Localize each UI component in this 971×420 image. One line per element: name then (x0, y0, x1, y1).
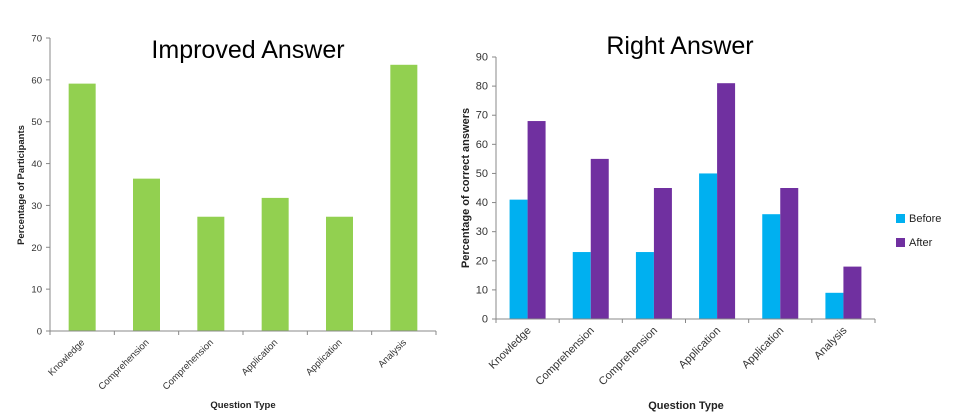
x-axis-title: Question Type (210, 400, 275, 411)
chart-title: Right Answer (606, 32, 753, 60)
legend-swatch-after (896, 238, 905, 247)
y-tick-label: 60 (31, 75, 42, 86)
legend-swatch-before (896, 214, 905, 223)
bar-after (527, 121, 546, 320)
y-tick-label: 20 (31, 243, 42, 254)
bar (133, 178, 160, 331)
bar-after (780, 188, 799, 319)
legend: Before After (896, 213, 941, 249)
bar-after (717, 83, 736, 319)
bar (261, 197, 289, 331)
bar-after (843, 266, 862, 319)
y-tick-label: 30 (31, 201, 42, 212)
x-tick-label: Application (740, 325, 787, 372)
bar-before (635, 252, 654, 319)
y-tick-label: 50 (31, 117, 42, 128)
y-tick-label: 40 (31, 159, 42, 170)
chart-right-answer: Right Answer Percentage of correct answe… (460, 32, 941, 412)
x-tick-label: Analysis (376, 337, 409, 370)
bar-before (762, 214, 781, 319)
legend-label-before: Before (909, 213, 941, 225)
x-tick-label: Application (304, 337, 345, 378)
x-tick-label: Knowledge (46, 337, 87, 378)
x-tick-label: Analysis (812, 324, 850, 362)
y-tick-label: 10 (31, 285, 42, 296)
bar (68, 83, 96, 331)
y-tick-label: 0 (482, 314, 488, 326)
y-tick-label: 20 (476, 255, 488, 267)
bar (390, 64, 418, 331)
bar-before (509, 199, 528, 319)
bar-after (653, 188, 672, 319)
y-axis-title: Percentage of correct answers (460, 108, 472, 268)
chart-title: Improved Answer (151, 36, 344, 64)
chart-improved-answer: Improved Answer Percentage of Participan… (16, 34, 437, 411)
y-tick-label: 30 (476, 226, 488, 238)
x-tick-label: Application (240, 337, 281, 378)
x-tick-label: Application (677, 325, 724, 372)
y-tick-label: 50 (476, 168, 488, 180)
legend-label-after: After (909, 237, 933, 249)
x-tick-label: Knowledge (487, 325, 534, 372)
y-tick-label: 70 (476, 110, 488, 122)
y-tick-label: 40 (476, 197, 488, 209)
x-tick-label: Comprehension (597, 325, 660, 388)
bar-before (572, 252, 591, 319)
x-tick-label: Comprehension (161, 337, 216, 392)
bar-after (590, 158, 609, 319)
y-tick-label: 90 (476, 52, 488, 64)
y-tick-label: 70 (31, 34, 42, 45)
y-tick-label: 60 (476, 139, 488, 151)
y-tick-label: 0 (37, 327, 42, 338)
y-tick-label: 80 (476, 81, 488, 93)
x-axis-title: Question Type (648, 400, 724, 412)
bar (326, 216, 353, 331)
y-tick-label: 10 (476, 284, 488, 296)
x-tick-label: Comprehension (533, 325, 596, 388)
bar-before (699, 173, 718, 319)
bar-before (825, 292, 844, 319)
x-tick-label: Comprehension (96, 337, 151, 392)
bar (197, 216, 225, 331)
y-axis-title: Percentage of Participants (16, 125, 27, 245)
